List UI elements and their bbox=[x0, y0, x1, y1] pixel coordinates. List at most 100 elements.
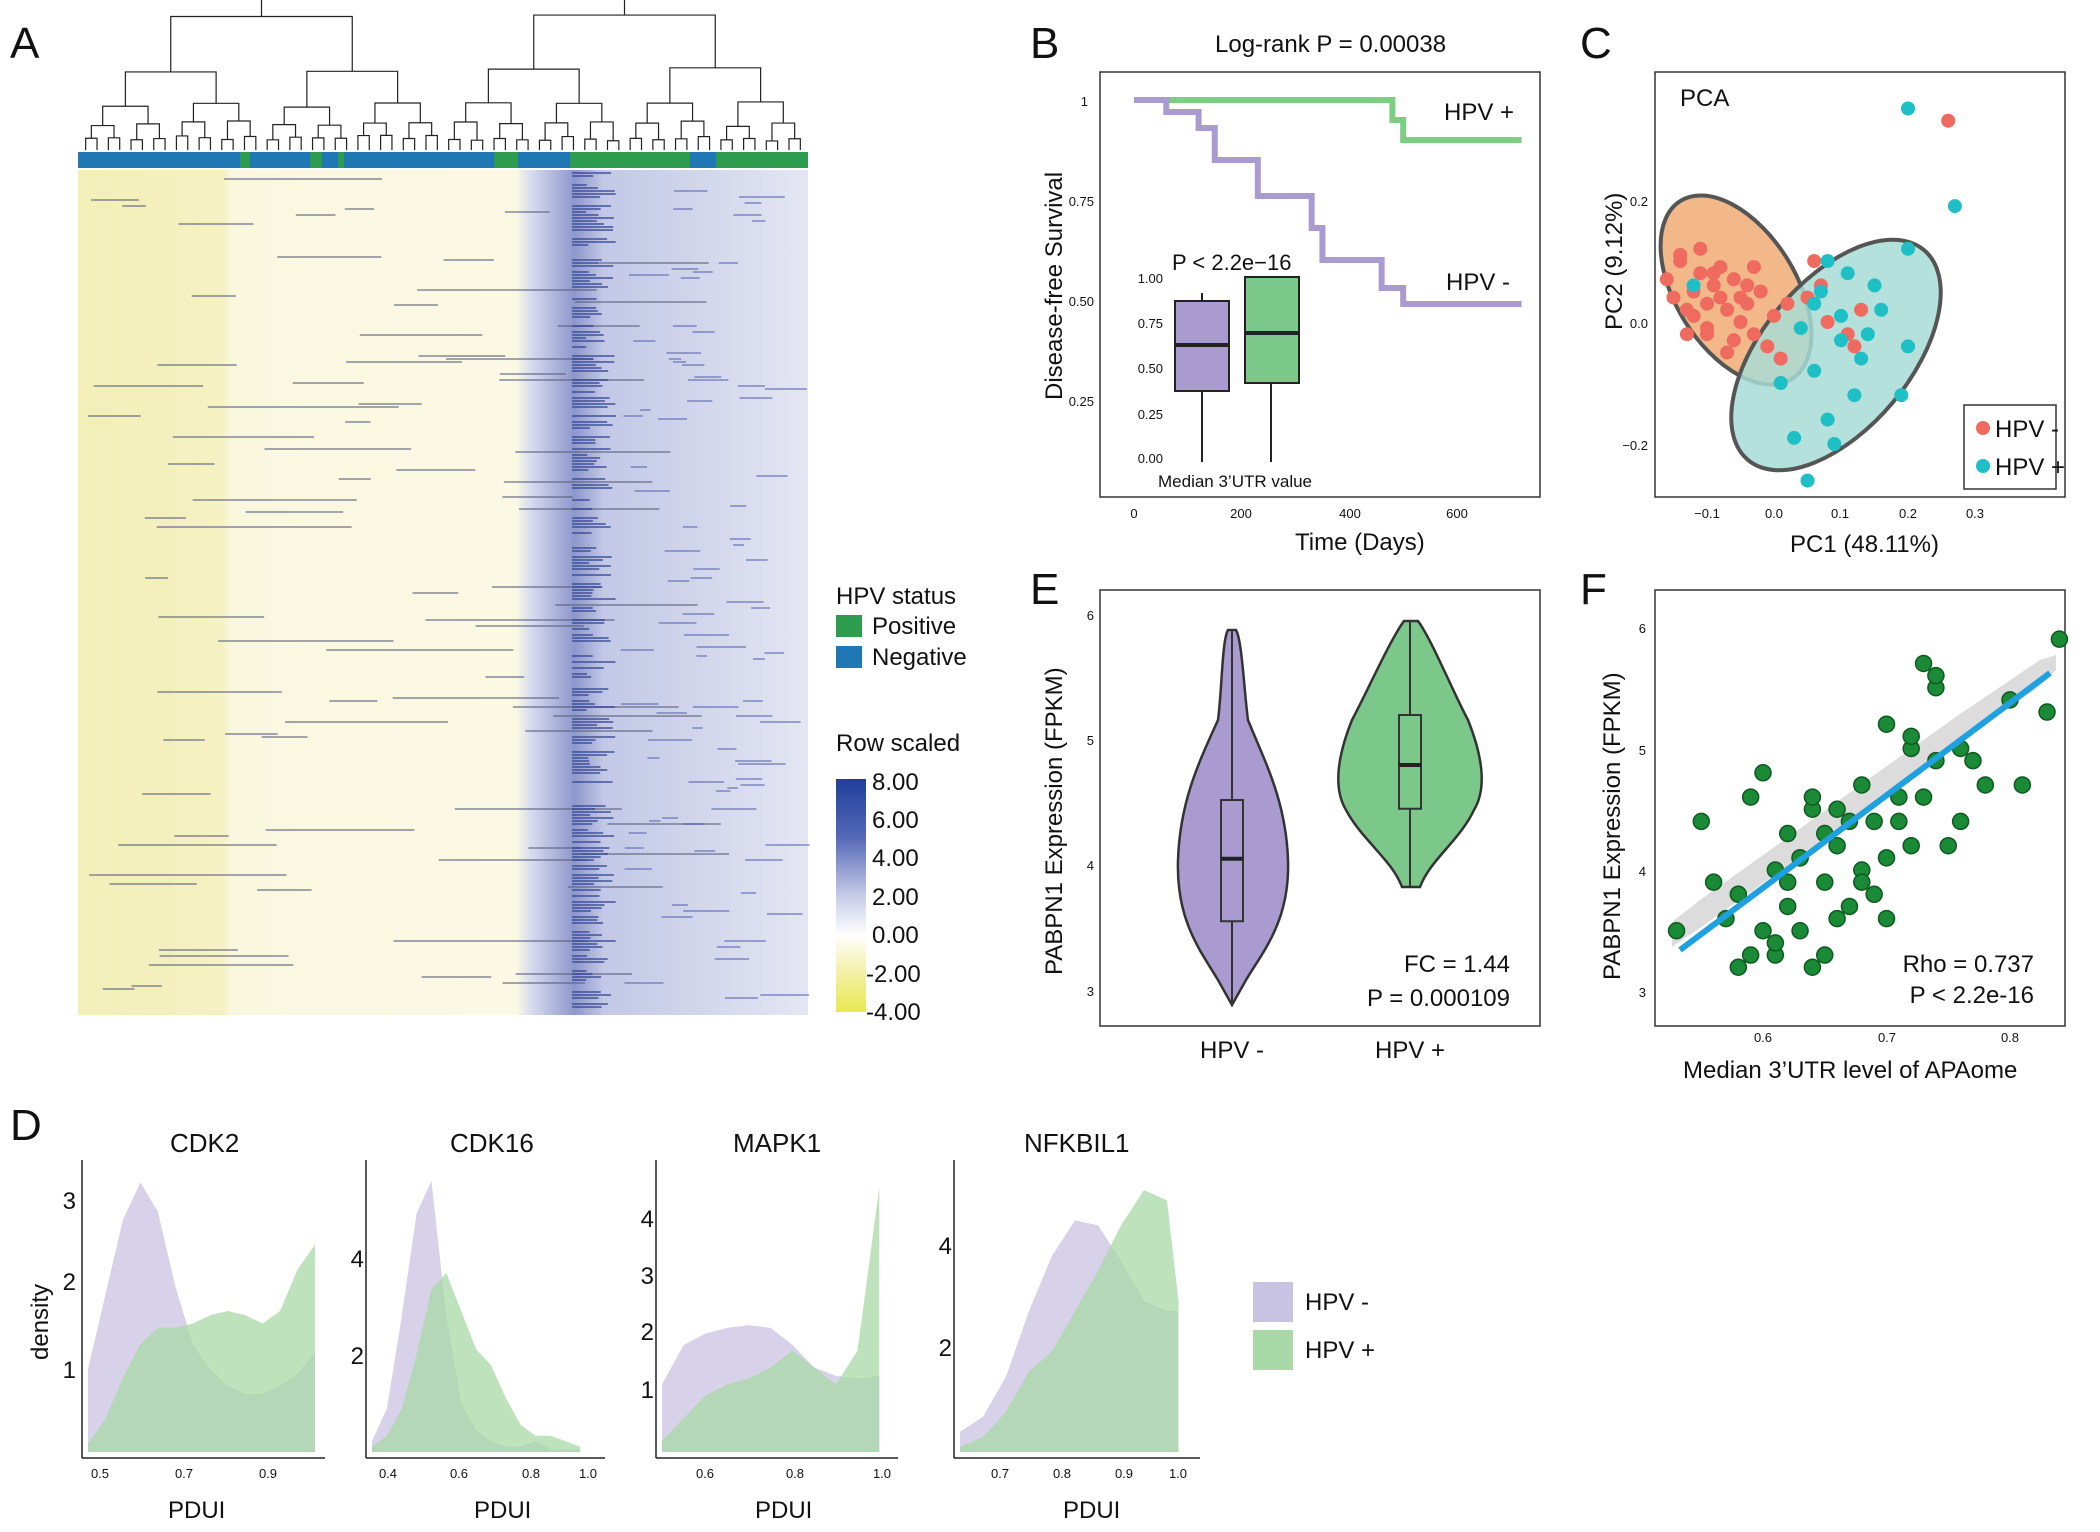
heatmap-row-mark bbox=[666, 352, 702, 354]
pca-point-hpv-neg bbox=[1746, 260, 1761, 275]
status-segment bbox=[78, 152, 240, 168]
scatter-point bbox=[2013, 776, 2032, 794]
scatter-point bbox=[1877, 909, 1896, 928]
heatmap-row-mark bbox=[764, 652, 784, 654]
heatmap-row-mark bbox=[572, 859, 594, 861]
x-tick: 0.8 bbox=[1053, 1466, 1071, 1481]
heatmap-row-mark bbox=[572, 688, 609, 690]
status-segment bbox=[250, 152, 310, 168]
density-plot-mapk1 bbox=[655, 1160, 898, 1459]
heatmap-row-mark bbox=[572, 184, 587, 186]
heatmap-row-mark bbox=[502, 496, 573, 498]
heatmap-row-mark bbox=[329, 700, 378, 702]
heatmap-row-mark bbox=[572, 280, 590, 282]
heatmap-row-mark bbox=[572, 520, 593, 522]
heatmap-row-mark bbox=[265, 829, 415, 831]
heatmap-row-mark bbox=[87, 415, 141, 417]
dendrogram-branch bbox=[720, 139, 733, 150]
scatter-point bbox=[2038, 703, 2056, 721]
inset-box-pos bbox=[1244, 276, 1300, 384]
x-label: PDUI bbox=[168, 1497, 225, 1524]
heatmap-row-mark bbox=[572, 667, 604, 669]
heatmap-row-mark bbox=[682, 526, 698, 528]
heatmap-row-mark bbox=[711, 808, 757, 810]
panel-f-y-ticks: 6 5 4 3 bbox=[1639, 621, 1646, 1000]
heatmap-row-mark bbox=[667, 580, 690, 582]
heatmap-row-mark bbox=[572, 532, 592, 534]
heatmap-row-mark bbox=[724, 997, 758, 999]
dendrogram-branch bbox=[266, 139, 280, 150]
heatmap-row-mark bbox=[572, 700, 590, 702]
pca-point-hpv-neg bbox=[1706, 266, 1721, 281]
heatmap-row-mark bbox=[572, 940, 616, 942]
heatmap-row-mark bbox=[715, 790, 731, 792]
heatmap-row-mark bbox=[359, 334, 483, 336]
heatmap-row-mark bbox=[621, 703, 659, 705]
dendrogram-branch bbox=[153, 137, 166, 150]
heatmap-row-mark bbox=[716, 946, 741, 948]
pca-point-hpv-neg bbox=[1760, 339, 1775, 354]
heatmap-row-mark bbox=[765, 844, 810, 846]
pca-point-hpv-neg bbox=[1767, 308, 1781, 323]
violin-box bbox=[1398, 714, 1422, 810]
heatmap-row-mark bbox=[672, 361, 687, 363]
heatmap-row-mark bbox=[572, 220, 597, 222]
scatter-point bbox=[1816, 873, 1834, 891]
heatmap-row-mark bbox=[629, 274, 669, 276]
heatmap-row-mark bbox=[392, 697, 560, 699]
heatmap-row-mark bbox=[417, 289, 597, 291]
heatmap-row-mark bbox=[572, 484, 609, 486]
heatmap-row-mark bbox=[572, 283, 603, 285]
heatmap-row-mark bbox=[672, 325, 697, 327]
heatmap-row-mark bbox=[555, 604, 698, 606]
fc-value: FC = 1.44 bbox=[1404, 951, 1510, 978]
scatter-point bbox=[1704, 873, 1723, 891]
heatmap-row-mark bbox=[499, 379, 644, 381]
x-tick: 0.9 bbox=[259, 1466, 277, 1481]
heatmap-row-mark bbox=[726, 601, 764, 603]
heatmap-row-mark bbox=[572, 547, 597, 549]
pca-point-hpv-pos bbox=[1840, 266, 1855, 281]
heatmap-row-mark bbox=[682, 613, 715, 615]
scatter-point bbox=[1853, 776, 1871, 794]
heatmap-row-mark bbox=[729, 505, 747, 507]
heatmap-row-mark bbox=[223, 178, 382, 180]
heatmap-row-mark bbox=[158, 616, 265, 618]
pca-point-hpv-pos bbox=[1773, 376, 1788, 390]
heatmap-row-mark bbox=[418, 355, 506, 357]
heatmap-row-mark bbox=[109, 883, 197, 885]
dendrogram-branch bbox=[635, 122, 660, 140]
dendrogram-branch bbox=[380, 134, 393, 150]
heatmap-row-mark bbox=[572, 487, 613, 489]
scatter-point bbox=[1803, 958, 1822, 976]
heatmap-row-mark bbox=[572, 640, 611, 642]
heatmap-row-mark bbox=[696, 655, 707, 657]
heatmap-row-mark bbox=[572, 310, 598, 312]
density-title-nfkbil1: NFKBIL1 bbox=[1024, 1128, 1130, 1158]
heatmap-row-mark bbox=[572, 829, 588, 831]
heatmap-row-mark bbox=[572, 841, 601, 843]
dendrogram-branch bbox=[561, 135, 575, 150]
pca-point-hpv-pos bbox=[1901, 339, 1915, 354]
heatmap-row-mark bbox=[756, 475, 788, 477]
density-area-hpv-pos bbox=[88, 1244, 315, 1452]
heatmap-row-mark bbox=[572, 583, 601, 585]
heatmap-row-mark bbox=[572, 229, 613, 231]
heatmap-row-mark bbox=[261, 736, 308, 738]
pca-point-hpv-neg bbox=[1740, 278, 1755, 293]
heatmap-row-mark bbox=[572, 382, 600, 384]
scatter-point bbox=[1778, 873, 1797, 891]
panel-c-ylabel: PC2 (9.12%) bbox=[1601, 193, 1628, 330]
heatmap-row-mark bbox=[572, 895, 600, 897]
heatmap-row-mark bbox=[735, 778, 763, 780]
heatmap-row-mark bbox=[567, 886, 663, 888]
legend-label-hpv-pos: HPV + bbox=[1305, 1337, 1375, 1364]
panel-label-b: B bbox=[1030, 19, 1059, 68]
dendrogram-branch bbox=[243, 135, 257, 150]
heatmap-row-mark bbox=[142, 793, 211, 795]
dendrogram-branch bbox=[283, 106, 331, 126]
dendrogram-branch bbox=[181, 121, 206, 138]
heatmap-row-mark bbox=[264, 448, 412, 450]
pca-point-hpv-neg bbox=[1733, 315, 1748, 329]
